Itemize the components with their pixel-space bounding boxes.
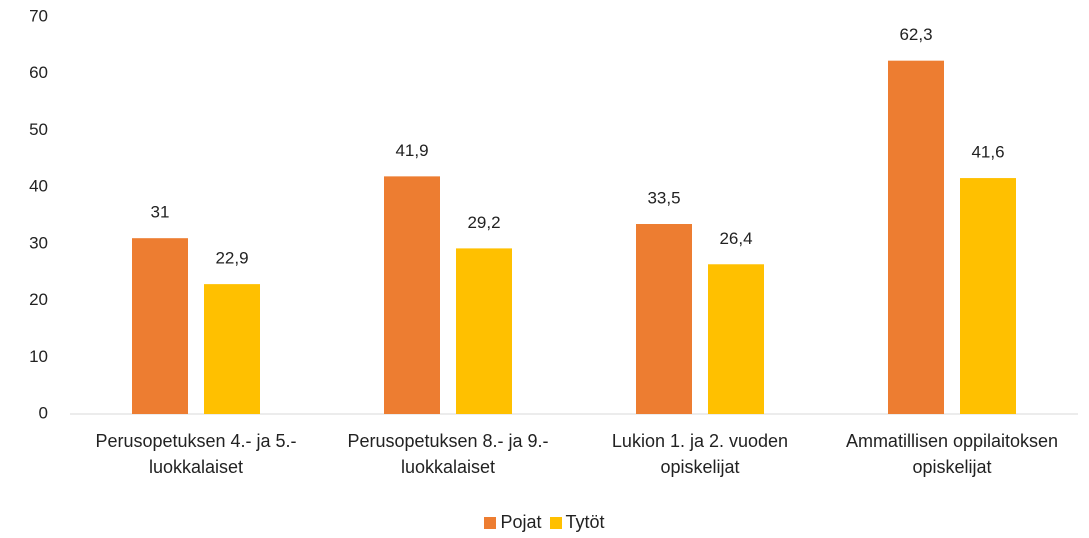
bar xyxy=(636,224,692,414)
y-tick-label: 40 xyxy=(29,177,48,196)
x-tick-label: Perusopetuksen 4.- ja 5.- luokkalaiset xyxy=(95,431,297,477)
y-tick-label: 70 xyxy=(29,6,48,25)
bar xyxy=(132,238,188,414)
data-label: 41,9 xyxy=(395,141,428,160)
x-tick-label: Ammatillisen oppilaitoksen opiskelijat xyxy=(845,431,1059,477)
legend-swatch xyxy=(484,517,497,529)
y-tick-label: 50 xyxy=(29,120,48,139)
legend-item: Tytöt xyxy=(549,512,605,533)
y-tick-label: 30 xyxy=(29,233,48,252)
data-label: 62,3 xyxy=(899,25,932,44)
legend: Pojat Tytöt xyxy=(0,512,1089,533)
y-tick-label: 0 xyxy=(39,403,48,422)
data-label: 26,4 xyxy=(719,229,752,248)
data-label: 31 xyxy=(151,203,170,222)
legend-label: Tytöt xyxy=(565,512,605,532)
legend-label: Pojat xyxy=(500,512,542,532)
bar xyxy=(384,176,440,414)
bar xyxy=(960,178,1016,414)
bar xyxy=(708,264,764,414)
data-label: 22,9 xyxy=(215,249,248,268)
y-tick-label: 20 xyxy=(29,290,48,309)
bar xyxy=(456,248,512,414)
x-tick-label: Perusopetuksen 8.- ja 9.- luokkalaiset xyxy=(347,431,549,477)
bar xyxy=(888,60,944,415)
legend-swatch xyxy=(549,517,562,529)
data-label: 33,5 xyxy=(647,188,680,207)
y-tick-label: 60 xyxy=(29,63,48,82)
data-label: 29,2 xyxy=(467,213,500,232)
legend-item: Pojat xyxy=(484,512,542,533)
x-tick-label: Lukion 1. ja 2. vuoden opiskelijat xyxy=(611,431,789,477)
bar xyxy=(204,284,260,414)
y-tick-label: 10 xyxy=(29,347,48,366)
data-label: 41,6 xyxy=(971,143,1004,162)
